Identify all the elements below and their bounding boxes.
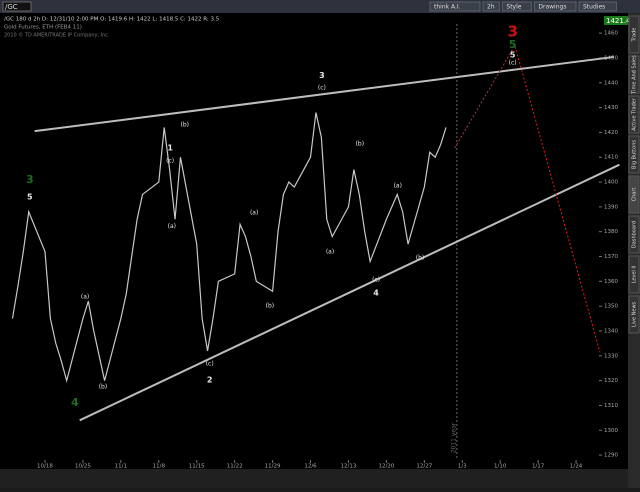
wave-label: (b) [416,255,425,262]
toolbar-button-label: think A.I. [434,4,461,11]
x-tick-label: 11/1 [115,464,127,470]
y-tick-label: 1300 [604,428,618,434]
toolbar-button[interactable] [482,1,500,12]
wave-label: (c) [509,60,517,67]
sidebar-tab-label: Level II [632,266,638,284]
wave-label: 4 [373,289,379,298]
wave-label: 3 [26,173,34,186]
y-tick-label: 1450 [604,55,618,61]
sidebar-tab[interactable] [628,135,640,174]
y-tick-label: 1390 [604,204,618,210]
header-info: /GC 180 d 2h D: 12/31/10 2:00 PM O: 1419… [4,17,220,23]
y-tick-label: 1320 [604,378,618,384]
wave-label: 3 [319,71,325,80]
y-tick-label: 1430 [604,105,618,111]
wave-label: (c) [206,360,214,367]
y-tick-label: 1420 [604,130,618,136]
status-bar [0,469,628,488]
sidebar-tab-label: Dashboard [632,221,638,248]
y-tick-label: 1460 [604,31,618,37]
wave-label: (c) [318,84,326,91]
sidebar-tab-label: Live News [632,301,638,327]
symbol-box[interactable] [2,1,32,12]
toolbar-button-label: Style [506,4,521,11]
toolbar-button[interactable] [578,1,617,12]
x-tick-label: 12/27 [416,464,432,470]
copyright: 2010 © TD AMERITRADE IP Company, Inc. [4,32,110,39]
sidebar-tab[interactable] [628,15,640,54]
x-tick-label: 1/10 [494,464,507,470]
y-tick-label: 1410 [604,155,618,161]
x-tick-label: 12/20 [378,464,394,470]
y-tick-label: 1440 [604,80,618,86]
y-tick-label: 1380 [604,229,618,235]
sidebar-tab-label: Time And Sales [632,55,638,95]
wave-label: 4 [71,396,79,409]
x-tick-label: 10/25 [75,464,91,470]
wave-label: (b) [356,141,365,148]
x-tick-label: 12/13 [341,464,357,470]
wave-label: (a) [81,293,89,300]
wave-label: (a) [168,223,176,230]
trendline [79,163,620,422]
wave-label: (b) [266,303,275,310]
wave-label: (a) [326,249,334,256]
year-label: 2011 year [450,422,457,453]
sidebar-tab-label: Chart [632,188,638,202]
trendline [34,55,615,133]
y-tick-label: 1350 [604,304,618,310]
y-tick-label: 1330 [604,353,618,359]
wave-label: 3 [507,23,517,41]
toolbar-button[interactable] [501,1,532,12]
wave-label: 1 [167,144,173,153]
x-tick-label: 1/24 [570,464,583,470]
toolbar-button[interactable] [533,1,577,12]
wave-label: (a) [394,183,402,190]
price-tag [604,16,628,25]
wave-label: 5 [27,192,33,201]
sidebar-tab[interactable] [628,55,640,94]
x-tick-label: 12/6 [304,464,317,470]
x-tick-label: 1/17 [532,464,545,470]
toolbar-button-label: Drawings [538,4,566,11]
x-tick-label: 1/3 [458,464,467,470]
toolbar-button-label: Studies [583,4,605,11]
wave-label: (b) [181,121,190,128]
y-tick-label: 1340 [604,328,618,334]
sidebar-tab-label: Active Trader [632,97,638,131]
toolbar-button[interactable] [429,1,481,12]
x-tick-label: 11/15 [189,464,205,470]
x-tick-label: 11/22 [227,464,243,470]
y-tick-label: 1290 [604,453,618,459]
plot [0,13,628,469]
wave-label: (b) [99,384,108,391]
wave-label: (c) [166,157,174,164]
header-name: Gold Futures, ETH (FEB4 11) [4,25,82,31]
sidebar-tab[interactable] [628,255,640,294]
symbol: /GC [5,3,18,11]
x-tick-label: 11/29 [265,464,281,470]
sidebar-tab[interactable] [628,295,640,334]
last-price: 1421.40 [606,17,635,25]
wave-label: (c) [372,277,380,284]
price-line [11,112,447,383]
y-tick-label: 1400 [604,180,618,186]
sidebar-tab-label: Big Buttons [632,140,638,169]
x-tick-label: 10/18 [37,464,53,470]
x-tick-label: 11/8 [153,464,166,470]
wave-label: 5 [510,50,516,59]
sidebar-tab-label: Trade [632,28,638,43]
sidebar-tab[interactable] [628,95,640,134]
wave-label: 2 [207,376,213,385]
wave-label: (a) [250,210,258,217]
y-tick-label: 1360 [604,279,618,285]
sidebar-tab[interactable] [628,215,640,254]
toolbar-button-label: 2h [487,4,495,11]
y-tick-label: 1370 [604,254,618,260]
sidebar-tab[interactable] [628,175,640,214]
wave-label: 5 [509,38,517,51]
y-tick-label: 1310 [604,403,618,409]
